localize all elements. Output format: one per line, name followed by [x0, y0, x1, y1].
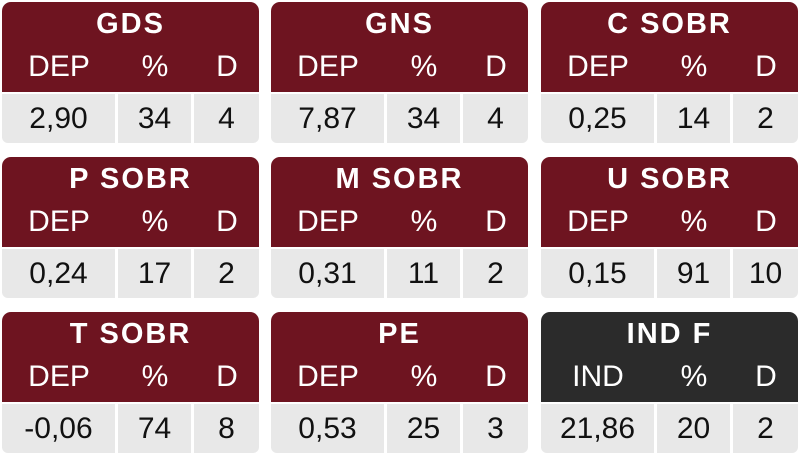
column-label: D — [755, 360, 777, 393]
value-cell: 0,24 — [2, 249, 115, 298]
value-cell: 34 — [118, 94, 191, 143]
panel-title: U SOBR — [607, 163, 732, 195]
stat-panel: T SOBR DEP% D -0,06 74 8 — [2, 312, 259, 453]
column-label: % — [410, 360, 438, 393]
panel-header: U SOBR DEP% D — [541, 157, 798, 247]
panel-header: C SOBR DEP% D — [541, 2, 798, 92]
column-label: DEP — [567, 205, 629, 238]
column-label: D — [485, 360, 507, 393]
value-cell: 3 — [463, 404, 528, 453]
column-label: DEP — [297, 50, 359, 83]
panel-header: GDS DEP% D — [2, 2, 259, 92]
value-cell: 11 — [387, 249, 460, 298]
value-cell: 21,86 — [541, 404, 654, 453]
column-label: D — [216, 205, 238, 238]
value-cell: 2,90 — [2, 94, 115, 143]
value-cell: 0,53 — [271, 404, 384, 453]
column-label: % — [680, 205, 708, 238]
panel-title: C SOBR — [607, 8, 732, 40]
value-cell: 74 — [118, 404, 191, 453]
column-label: % — [410, 205, 438, 238]
panel-title: T SOBR — [69, 318, 192, 350]
stat-panel: IND F IND% D 21,86 20 2 — [541, 312, 798, 453]
column-label: D — [216, 50, 238, 83]
column-label: % — [410, 50, 438, 83]
value-cell: 14 — [657, 94, 730, 143]
value-cell: 4 — [463, 94, 528, 143]
stat-panel: M SOBR DEP% D 0,31 11 2 — [271, 157, 528, 298]
stat-panel: PE DEP% D 0,53 25 3 — [271, 312, 528, 453]
value-cell: 0,15 — [541, 249, 654, 298]
value-cell: 10 — [733, 249, 798, 298]
stat-panel: GDS DEP% D 2,90 34 4 — [2, 2, 259, 143]
value-cell: 17 — [118, 249, 191, 298]
panel-header: IND F IND% D — [541, 312, 798, 402]
value-cell: 7,87 — [271, 94, 384, 143]
column-label: D — [755, 50, 777, 83]
value-cell: 2 — [733, 404, 798, 453]
column-label: % — [141, 50, 169, 83]
column-label: % — [141, 360, 169, 393]
value-cell: 0,25 — [541, 94, 654, 143]
value-cell: 25 — [387, 404, 460, 453]
stat-panel: C SOBR DEP% D 0,25 14 2 — [541, 2, 798, 143]
column-label: DEP — [28, 205, 90, 238]
stat-panel: U SOBR DEP% D 0,15 91 10 — [541, 157, 798, 298]
value-cell: 0,31 — [271, 249, 384, 298]
panel-title: GNS — [365, 8, 434, 40]
panel-title: PE — [378, 318, 421, 350]
value-cell: 2 — [733, 94, 798, 143]
column-label: DEP — [297, 205, 359, 238]
column-label: % — [141, 205, 169, 238]
panel-title: GDS — [96, 8, 165, 40]
value-cell: 4 — [194, 94, 259, 143]
value-cell: 34 — [387, 94, 460, 143]
value-cell: 2 — [194, 249, 259, 298]
column-label: IND — [572, 360, 624, 393]
panel-header: P SOBR DEP% D — [2, 157, 259, 247]
panel-header: T SOBR DEP% D — [2, 312, 259, 402]
column-label: DEP — [28, 50, 90, 83]
column-label: D — [485, 50, 507, 83]
panel-title: IND F — [626, 318, 713, 350]
panel-title: M SOBR — [335, 163, 464, 195]
column-label: DEP — [567, 50, 629, 83]
value-cell: 2 — [463, 249, 528, 298]
column-label: DEP — [297, 360, 359, 393]
column-label: D — [485, 205, 507, 238]
value-cell: 20 — [657, 404, 730, 453]
column-label: DEP — [28, 360, 90, 393]
stat-panel: GNS DEP% D 7,87 34 4 — [271, 2, 528, 143]
value-cell: 91 — [657, 249, 730, 298]
panel-header: GNS DEP% D — [271, 2, 528, 92]
column-label: % — [680, 50, 708, 83]
panel-header: M SOBR DEP% D — [271, 157, 528, 247]
column-label: % — [680, 360, 708, 393]
panel-header: PE DEP% D — [271, 312, 528, 402]
value-cell: 8 — [194, 404, 259, 453]
panel-title: P SOBR — [69, 163, 192, 195]
stat-panel: P SOBR DEP% D 0,24 17 2 — [2, 157, 259, 298]
value-cell: -0,06 — [2, 404, 115, 453]
column-label: D — [216, 360, 238, 393]
column-label: D — [755, 205, 777, 238]
